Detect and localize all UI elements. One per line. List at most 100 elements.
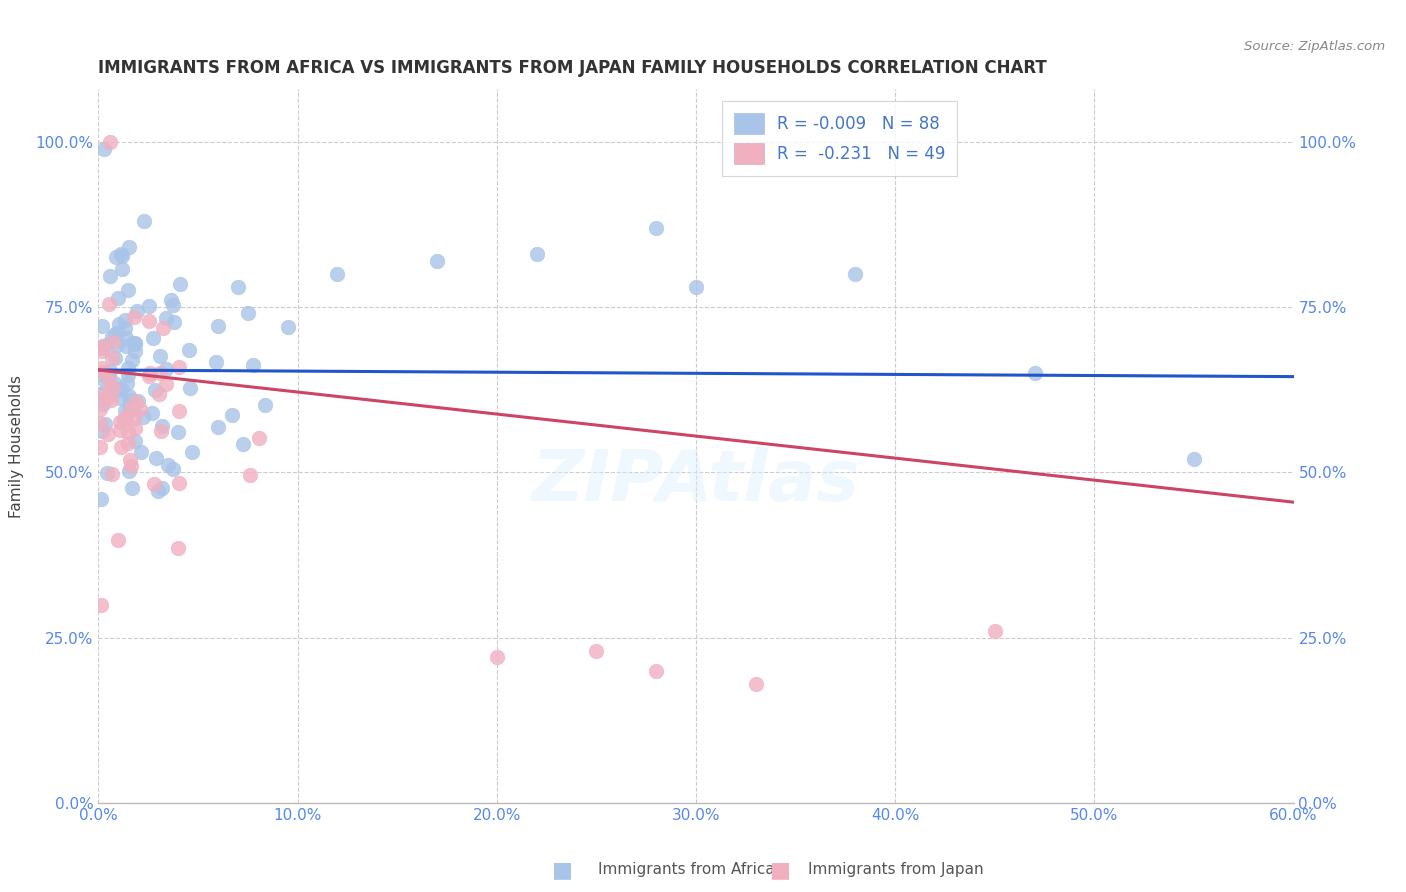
Point: [100, 385, 122, 400]
Point: [124, 420, 146, 434]
Point: [277, 320, 299, 334]
Point: [145, 451, 167, 466]
Point: [152, 481, 174, 495]
Point: [118, 465, 141, 479]
Point: [91, 343, 114, 358]
Point: [167, 541, 190, 556]
Point: [138, 369, 160, 384]
Point: [221, 408, 243, 422]
Point: [90, 598, 112, 612]
Point: [134, 213, 156, 227]
Point: [238, 468, 260, 483]
Point: [124, 434, 146, 449]
Point: [111, 261, 134, 276]
Point: [114, 331, 136, 345]
Text: Immigrants from Japan: Immigrants from Japan: [808, 863, 984, 877]
Point: [117, 368, 139, 382]
Point: [160, 293, 183, 308]
Point: [122, 402, 145, 417]
Point: [645, 221, 668, 235]
Point: [110, 423, 132, 437]
Point: [247, 431, 270, 445]
Point: [120, 393, 142, 408]
Point: [103, 351, 125, 365]
Point: [426, 254, 449, 268]
Point: [105, 382, 128, 396]
Text: ■: ■: [770, 860, 790, 880]
Point: [107, 533, 129, 547]
Point: [143, 383, 166, 397]
Point: [645, 664, 668, 678]
Point: [132, 409, 155, 424]
Point: [485, 650, 508, 665]
Point: [108, 392, 131, 406]
Point: [94, 338, 117, 352]
Point: [108, 415, 131, 429]
Point: [100, 392, 122, 407]
Point: [91, 397, 114, 411]
Point: [124, 394, 146, 409]
Point: [128, 401, 150, 416]
Text: IMMIGRANTS FROM AFRICA VS IMMIGRANTS FROM JAPAN FAMILY HOUSEHOLDS CORRELATION CH: IMMIGRANTS FROM AFRICA VS IMMIGRANTS FRO…: [98, 59, 1047, 77]
Point: [163, 314, 186, 328]
Point: [844, 267, 866, 281]
Point: [1024, 367, 1046, 381]
Point: [242, 358, 264, 372]
Point: [118, 401, 141, 415]
Point: [97, 368, 120, 382]
Point: [117, 436, 139, 450]
Point: [226, 280, 249, 294]
Point: [89, 402, 111, 417]
Point: [155, 376, 177, 391]
Point: [166, 425, 188, 439]
Point: [984, 624, 1007, 638]
Point: [685, 280, 707, 294]
Point: [127, 394, 149, 409]
Point: [112, 412, 135, 426]
Point: [91, 388, 114, 402]
Point: [115, 339, 138, 353]
Point: [110, 382, 132, 396]
Y-axis label: Family Households: Family Households: [10, 375, 24, 517]
Point: [103, 376, 125, 390]
Point: [114, 321, 136, 335]
Point: [146, 484, 169, 499]
Point: [207, 420, 229, 434]
Legend: R = -0.009   N = 88, R =  -0.231   N = 49: R = -0.009 N = 88, R = -0.231 N = 49: [721, 101, 957, 176]
Point: [100, 364, 122, 378]
Point: [149, 349, 172, 363]
Point: [169, 359, 191, 374]
Point: [97, 296, 120, 310]
Point: [179, 381, 201, 395]
Point: [167, 403, 190, 417]
Point: [89, 367, 111, 381]
Point: [107, 291, 129, 305]
Point: [117, 425, 139, 440]
Point: [94, 376, 117, 390]
Point: [150, 425, 173, 439]
Point: [124, 344, 146, 359]
Point: [236, 306, 259, 320]
Point: [142, 477, 165, 491]
Point: [98, 375, 121, 389]
Point: [110, 247, 132, 261]
Point: [91, 360, 114, 375]
Text: Source: ZipAtlas.com: Source: ZipAtlas.com: [1244, 40, 1385, 54]
Point: [138, 314, 160, 328]
Point: [139, 366, 162, 380]
Point: [89, 416, 111, 430]
Point: [91, 424, 114, 438]
Point: [104, 326, 127, 341]
Point: [232, 437, 254, 451]
Point: [207, 318, 229, 333]
Point: [120, 397, 142, 411]
Point: [169, 277, 191, 292]
Point: [93, 365, 115, 379]
Point: [326, 267, 349, 281]
Point: [91, 341, 114, 355]
Point: [205, 354, 228, 368]
Point: [101, 381, 124, 395]
Point: [105, 250, 128, 264]
Point: [118, 389, 141, 403]
Point: [110, 249, 132, 263]
